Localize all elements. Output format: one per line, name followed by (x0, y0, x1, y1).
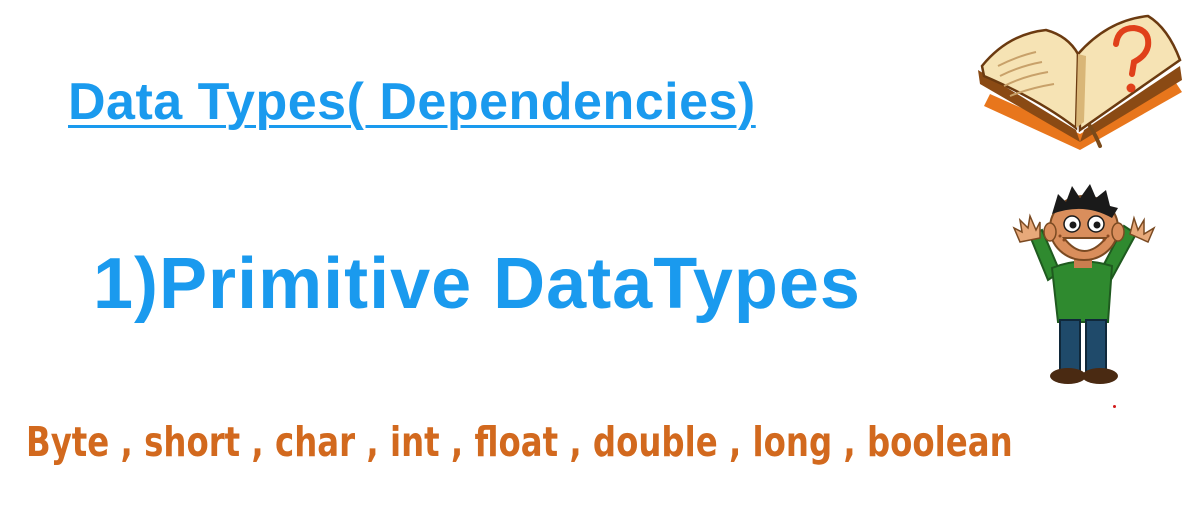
primitive-types-list: Byte , short , char , int , float , doub… (26, 418, 1013, 466)
decorative-dot (1113, 405, 1116, 408)
slide-title: Data Types( Dependencies) (68, 73, 756, 131)
cheering-boy-icon (1012, 184, 1156, 384)
open-book-question-mark-icon (978, 14, 1182, 150)
slide-subtitle: 1)Primitive DataTypes (93, 244, 861, 324)
